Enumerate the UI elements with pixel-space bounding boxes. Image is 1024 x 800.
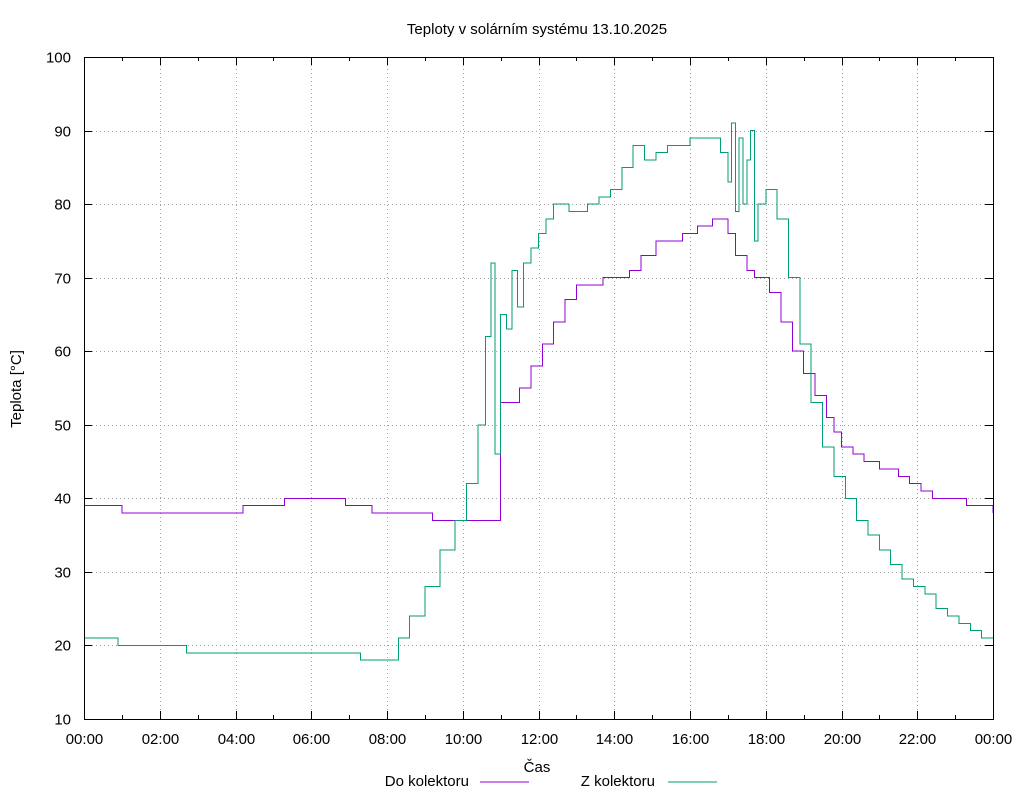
legend: Do kolektoru Z kolektoru (385, 773, 717, 790)
x-tick-label: 06:00 (293, 731, 331, 748)
y-tick-label: 30 (54, 565, 71, 582)
legend-label-z-kolektoru: Z kolektoru (581, 773, 655, 790)
x-tick-label: 22:00 (899, 731, 937, 748)
y-tick-label: 100 (46, 50, 71, 67)
series-layer (84, 122, 994, 661)
series-line-do-kolektoru (84, 218, 994, 521)
y-axis-label: Teplota [°C] (8, 350, 25, 428)
x-tick-label: 12:00 (521, 731, 559, 748)
y-tick-label: 70 (54, 271, 71, 288)
axis-ticks: 10 20 30 40 50 60 70 80 90 100 00:00 02:00 04:00 06:0… (46, 50, 1012, 749)
x-tick-label: 20:00 (824, 731, 862, 748)
legend-label-do-kolektoru: Do kolektoru (385, 773, 469, 790)
y-tick-label: 80 (54, 197, 71, 214)
x-tick-label: 00:00 (66, 731, 104, 748)
y-tick-label: 10 (54, 712, 71, 729)
x-tick-label: 14:00 (596, 731, 634, 748)
chart-title: Teploty v solárním systému 13.10.2025 (407, 21, 667, 38)
x-tick-label: 18:00 (748, 731, 786, 748)
x-tick-label: 00:00 (975, 731, 1013, 748)
x-tick-label: 08:00 (369, 731, 407, 748)
series-line-z-kolektoru (84, 122, 993, 661)
y-tick-label: 40 (54, 491, 71, 508)
y-tick-label: 90 (54, 124, 71, 141)
x-tick-label: 16:00 (672, 731, 710, 748)
grid (84, 57, 993, 719)
plot-frame (84, 57, 994, 720)
x-tick-label: 04:00 (218, 731, 256, 748)
y-tick-label: 20 (54, 638, 71, 655)
x-tick-label: 10:00 (445, 731, 483, 748)
x-axis-label: Čas (524, 759, 551, 776)
y-tick-label: 60 (54, 344, 71, 361)
y-tick-label: 50 (54, 418, 71, 435)
x-tick-label: 02:00 (142, 731, 180, 748)
